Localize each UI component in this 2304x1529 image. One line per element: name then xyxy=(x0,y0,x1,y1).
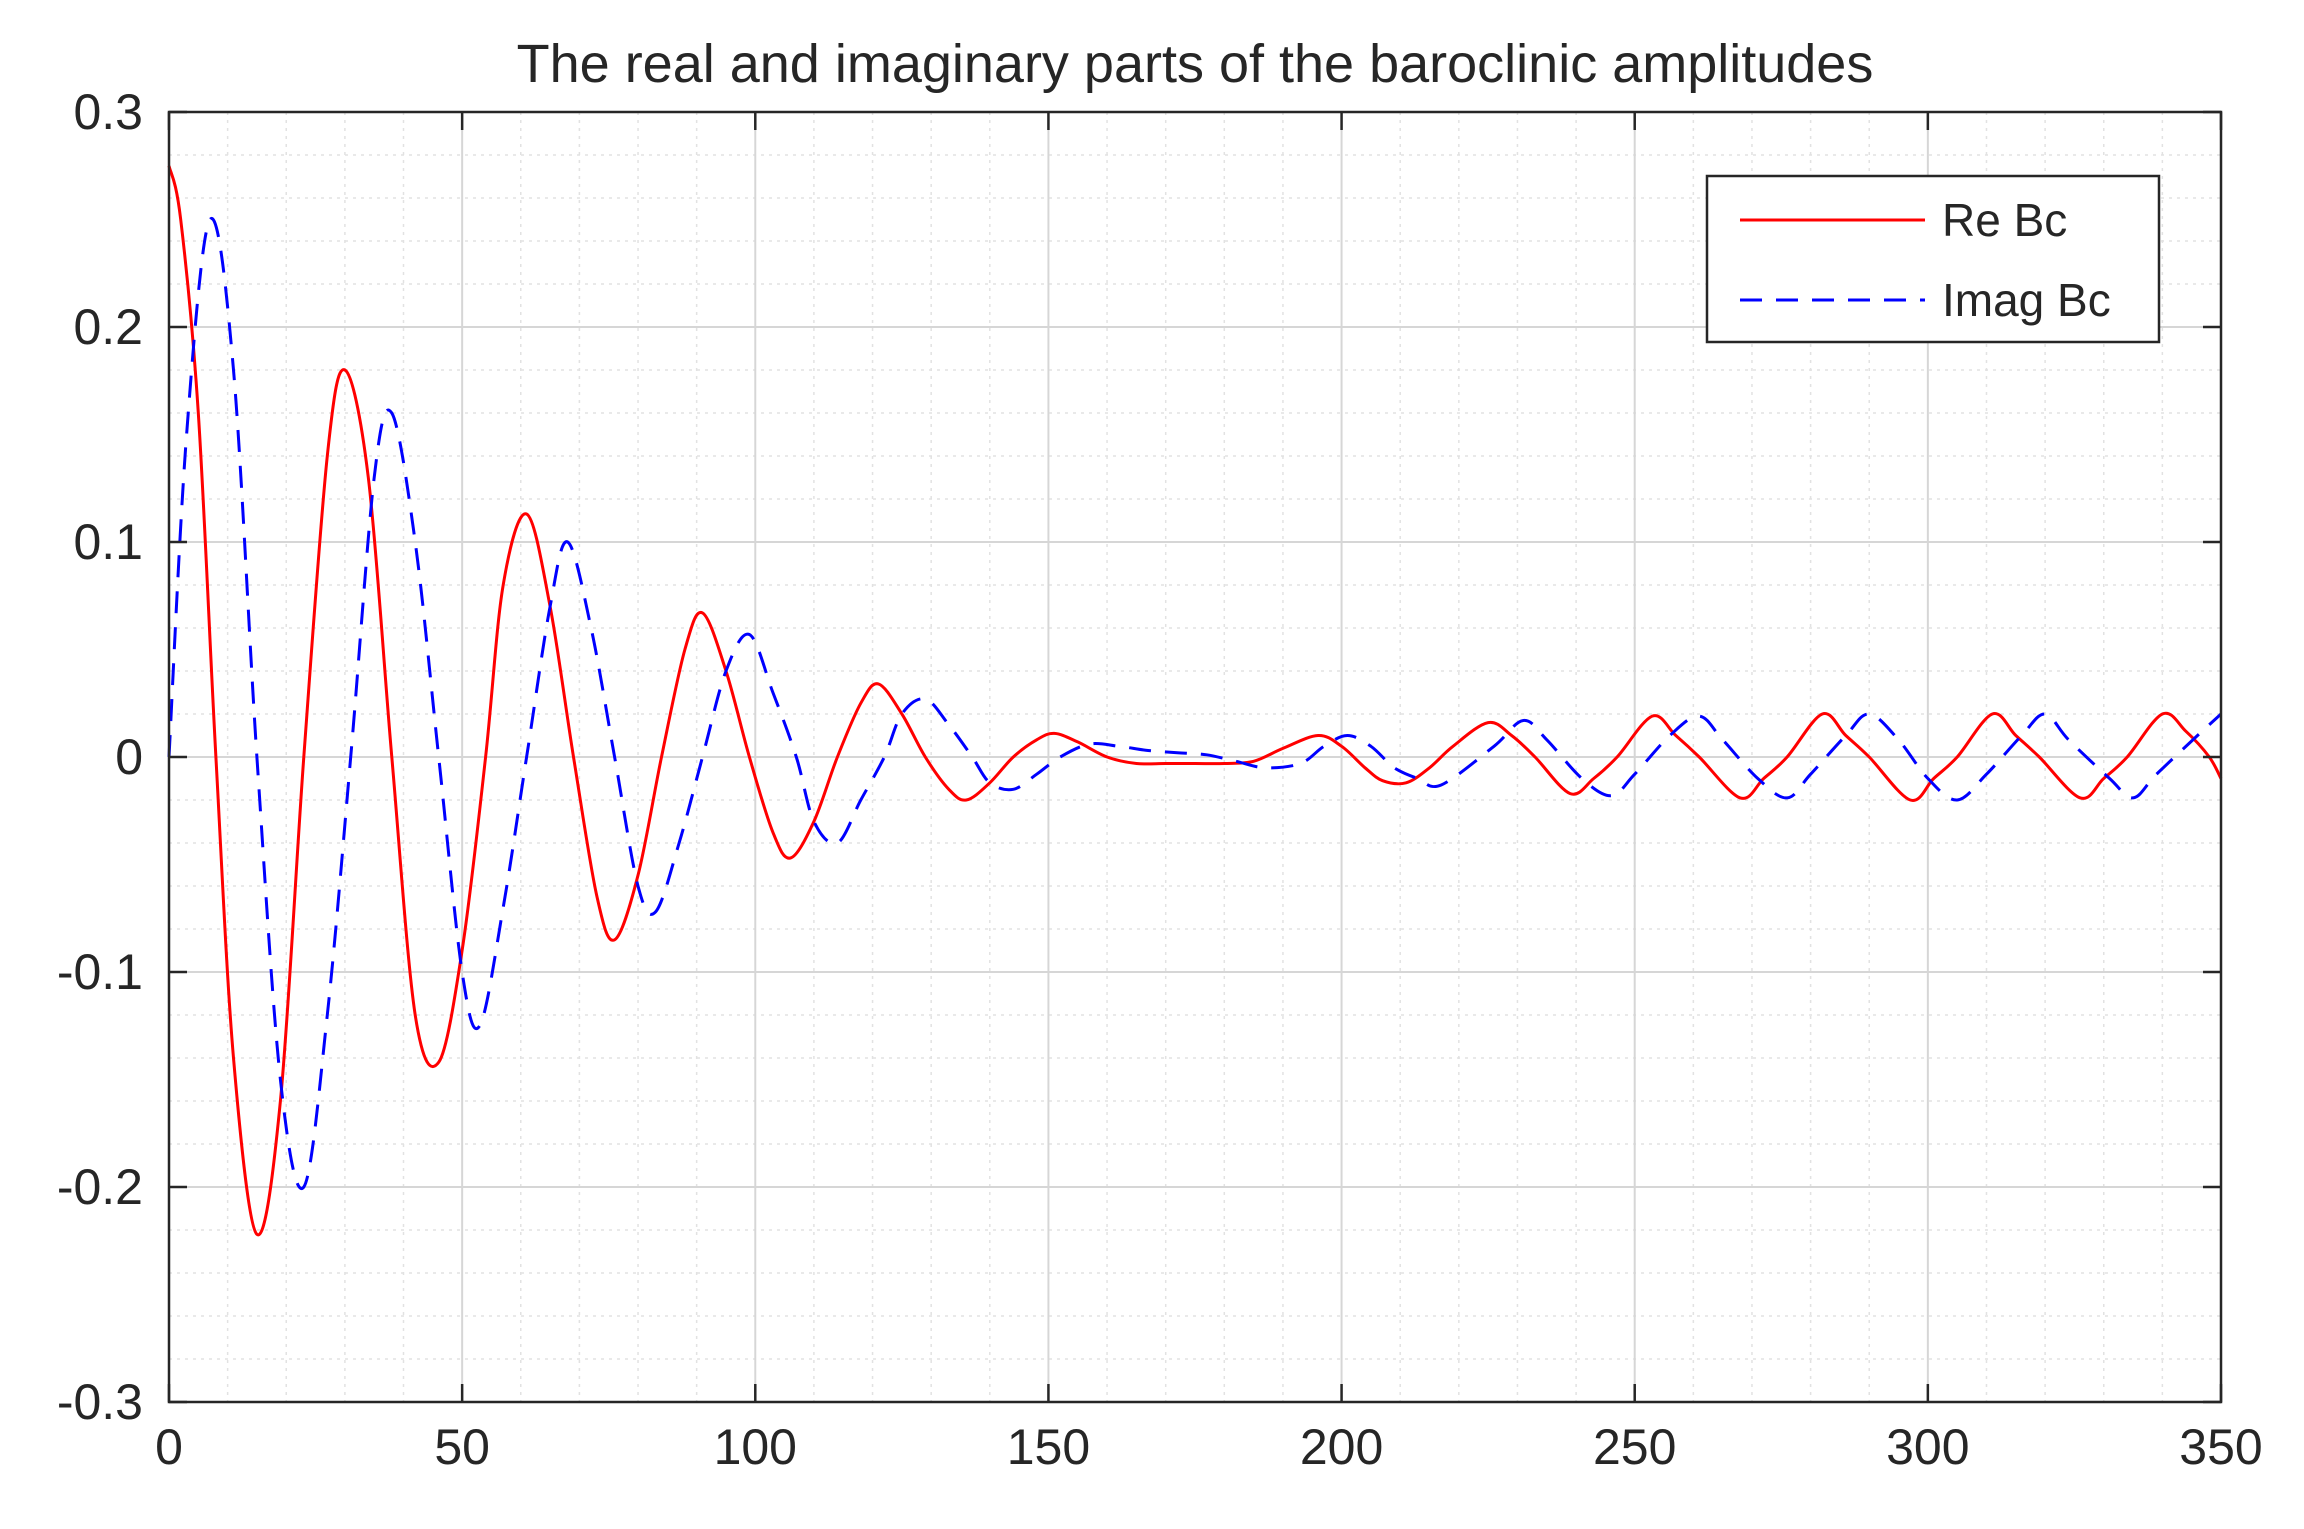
series-line-re-bc xyxy=(167,165,2223,1237)
x-tick-label: 100 xyxy=(714,1419,797,1475)
legend-label-imag-bc: Imag Bc xyxy=(1942,274,2111,326)
x-tick-label: 50 xyxy=(434,1419,490,1475)
x-tick-label: 0 xyxy=(155,1419,183,1475)
series-layer xyxy=(167,165,2223,1237)
y-tick-label: 0.1 xyxy=(73,514,143,570)
legend: Re Bc Imag Bc xyxy=(1705,174,2161,344)
y-tick-label: 0.3 xyxy=(73,84,143,140)
series-line-imag-bc xyxy=(167,216,2223,1191)
axis-ticks xyxy=(167,110,2223,1404)
tick-labels: 0 50 100 150 200 250 300 350 -0.3 -0.2 -0.1 0 0.1 0.2… xyxy=(57,84,2263,1475)
y-tick-label: 0.2 xyxy=(73,299,143,355)
y-tick-label: -0.1 xyxy=(57,944,143,1000)
x-tick-label: 300 xyxy=(1886,1419,1969,1475)
legend-box xyxy=(1705,174,2161,344)
y-tick-label: -0.3 xyxy=(57,1374,143,1430)
y-tick-label: 0 xyxy=(115,729,143,785)
legend-label-re-bc: Re Bc xyxy=(1942,194,2067,246)
chart-title: The real and imaginary parts of the baro… xyxy=(517,34,1874,94)
y-tick-label: -0.2 xyxy=(57,1159,143,1215)
x-tick-label: 150 xyxy=(1007,1419,1090,1475)
x-tick-label: 200 xyxy=(1300,1419,1383,1475)
x-tick-label: 350 xyxy=(2179,1419,2262,1475)
x-tick-label: 250 xyxy=(1593,1419,1676,1475)
